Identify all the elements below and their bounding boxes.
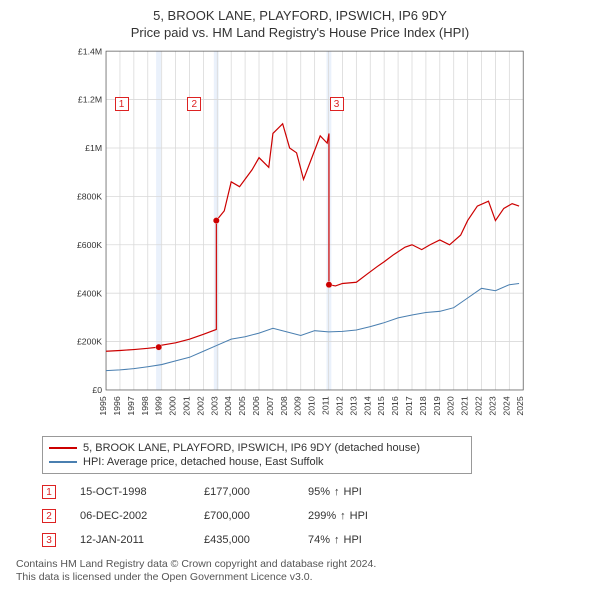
sale-row-1: 1 15-OCT-1998 £177,000 95% ↑ HPI [42,480,590,504]
svg-text:£1.2M: £1.2M [78,95,102,105]
svg-text:2024: 2024 [501,396,511,415]
sale-point [326,281,332,287]
svg-text:1996: 1996 [112,396,122,415]
svg-text:£1M: £1M [85,143,102,153]
sale-row-2: 2 06-DEC-2002 £700,000 299% ↑ HPI [42,504,590,528]
legend-row-1: HPI: Average price, detached house, East… [49,455,465,469]
svg-text:2021: 2021 [460,396,470,415]
arrow-up-icon: ↑ [334,486,340,498]
svg-text:£1.4M: £1.4M [78,48,102,56]
sale-date: 06-DEC-2002 [80,510,180,522]
svg-text:£600K: £600K [77,240,102,250]
arrow-up-icon: ↑ [334,534,340,546]
svg-text:2008: 2008 [279,396,289,415]
svg-text:£400K: £400K [77,288,102,298]
svg-text:2005: 2005 [237,396,247,415]
chart-marker-1: 1 [115,97,129,111]
svg-text:2003: 2003 [209,396,219,415]
title-address: 5, BROOK LANE, PLAYFORD, IPSWICH, IP6 9D… [10,8,590,25]
sale-index-box: 3 [42,533,56,547]
svg-text:2007: 2007 [265,396,275,415]
chart-area: £0 £200K £400K £600K £800K £1M £1.2M £1.4M 1995 1… [10,48,590,428]
svg-text:2012: 2012 [334,396,344,415]
svg-text:2022: 2022 [474,396,484,415]
svg-text:2023: 2023 [487,396,497,415]
svg-text:2016: 2016 [390,396,400,415]
sale-price: £435,000 [204,534,284,546]
sale-date: 12-JAN-2011 [80,534,180,546]
svg-text:2011: 2011 [321,396,331,415]
svg-text:2025: 2025 [515,396,525,415]
sale-point [156,344,162,350]
svg-text:2010: 2010 [307,396,317,415]
sale-pct: 74% ↑ HPI [308,534,398,546]
footnote-line2: This data is licensed under the Open Gov… [16,571,590,584]
sales-table: 1 15-OCT-1998 £177,000 95% ↑ HPI 2 06-DEC-200… [42,480,590,552]
chart-marker-2: 2 [187,97,201,111]
legend-swatch [49,447,77,449]
chart-marker-3: 3 [330,97,344,111]
sale-pct: 95% ↑ HPI [308,486,398,498]
legend-label: 5, BROOK LANE, PLAYFORD, IPSWICH, IP6 9D… [83,442,420,454]
chart-svg: £0 £200K £400K £600K £800K £1M £1.2M £1.4M 1995 1… [10,48,590,428]
sale-price: £700,000 [204,510,284,522]
svg-text:2018: 2018 [418,396,428,415]
svg-text:2004: 2004 [223,396,233,415]
svg-text:2009: 2009 [293,396,303,415]
svg-text:2015: 2015 [376,396,386,415]
svg-text:2013: 2013 [348,396,358,415]
svg-text:2002: 2002 [195,396,205,415]
svg-text:1999: 1999 [154,396,164,415]
legend-label: HPI: Average price, detached house, East… [83,456,324,468]
title-subtitle: Price paid vs. HM Land Registry's House … [10,25,590,42]
svg-text:2020: 2020 [446,396,456,415]
svg-text:£800K: £800K [77,191,102,201]
svg-text:2019: 2019 [432,396,442,415]
legend-row-0: 5, BROOK LANE, PLAYFORD, IPSWICH, IP6 9D… [49,441,465,455]
footnote: Contains HM Land Registry data © Crown c… [16,558,590,584]
title-block: 5, BROOK LANE, PLAYFORD, IPSWICH, IP6 9D… [10,8,590,42]
svg-text:2014: 2014 [362,396,372,415]
sale-row-3: 3 12-JAN-2011 £435,000 74% ↑ HPI [42,528,590,552]
svg-text:1997: 1997 [126,396,136,415]
sale-price: £177,000 [204,486,284,498]
sale-date: 15-OCT-1998 [80,486,180,498]
svg-text:£200K: £200K [77,337,102,347]
svg-text:1995: 1995 [98,396,108,415]
page-container: 5, BROOK LANE, PLAYFORD, IPSWICH, IP6 9D… [0,0,600,590]
svg-text:£0: £0 [92,385,102,395]
svg-text:2001: 2001 [181,396,191,415]
svg-text:2006: 2006 [251,396,261,415]
sale-pct: 299% ↑ HPI [308,510,398,522]
legend-swatch [49,461,77,463]
sale-index-box: 2 [42,509,56,523]
arrow-up-icon: ↑ [340,510,346,522]
sale-index-box: 1 [42,485,56,499]
svg-text:2000: 2000 [168,396,178,415]
svg-text:1998: 1998 [140,396,150,415]
footnote-line1: Contains HM Land Registry data © Crown c… [16,558,590,571]
sale-point [213,217,219,223]
svg-text:2017: 2017 [404,396,414,415]
legend: 5, BROOK LANE, PLAYFORD, IPSWICH, IP6 9D… [42,436,472,474]
